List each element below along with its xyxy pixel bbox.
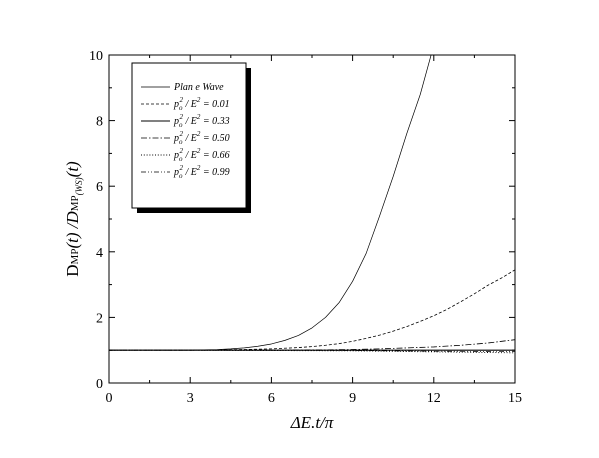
axis-labels: ΔE.t/π DMP(t) /DMP(WS)(t) bbox=[63, 161, 334, 432]
x-tick-label: 6 bbox=[268, 391, 275, 406]
series-line-5 bbox=[109, 349, 515, 352]
x-tick-label: 15 bbox=[508, 391, 522, 406]
y-tick-label: 10 bbox=[89, 49, 103, 64]
series-curves bbox=[109, 55, 515, 354]
y-tick-label: 0 bbox=[96, 377, 103, 392]
y-tick-label: 6 bbox=[96, 180, 103, 195]
x-tick-label: 0 bbox=[106, 391, 113, 406]
ticks: 0 3 6 9 12 15 0 2 4 6 8 10 bbox=[89, 49, 522, 406]
y-axis-label: DMP(t) /DMP(WS)(t) bbox=[63, 161, 84, 277]
legend-label-0: Plan e Wave bbox=[173, 82, 224, 93]
x-tick-label: 3 bbox=[187, 391, 194, 406]
legend-label-4: po2 / E2 = 0.66 bbox=[173, 147, 230, 163]
x-tick-label: 9 bbox=[349, 391, 356, 406]
x-tick-label: 12 bbox=[427, 391, 441, 406]
series-line-1 bbox=[109, 269, 515, 351]
x-axis-label: ΔE.t/π bbox=[290, 413, 334, 432]
legend-label-2: po2 / E2 = 0.33 bbox=[173, 113, 230, 129]
legend-label-5: po2 / E2 = 0.99 bbox=[173, 164, 230, 180]
legend-label-3: po2 / E2 = 0.50 bbox=[173, 130, 230, 146]
y-tick-label: 8 bbox=[96, 115, 103, 130]
y-tick-label: 2 bbox=[96, 311, 103, 326]
legend-label-1: po2 / E2 = 0.01 bbox=[173, 96, 230, 112]
y-tick-label: 4 bbox=[96, 246, 103, 261]
series-line-3 bbox=[109, 339, 515, 351]
